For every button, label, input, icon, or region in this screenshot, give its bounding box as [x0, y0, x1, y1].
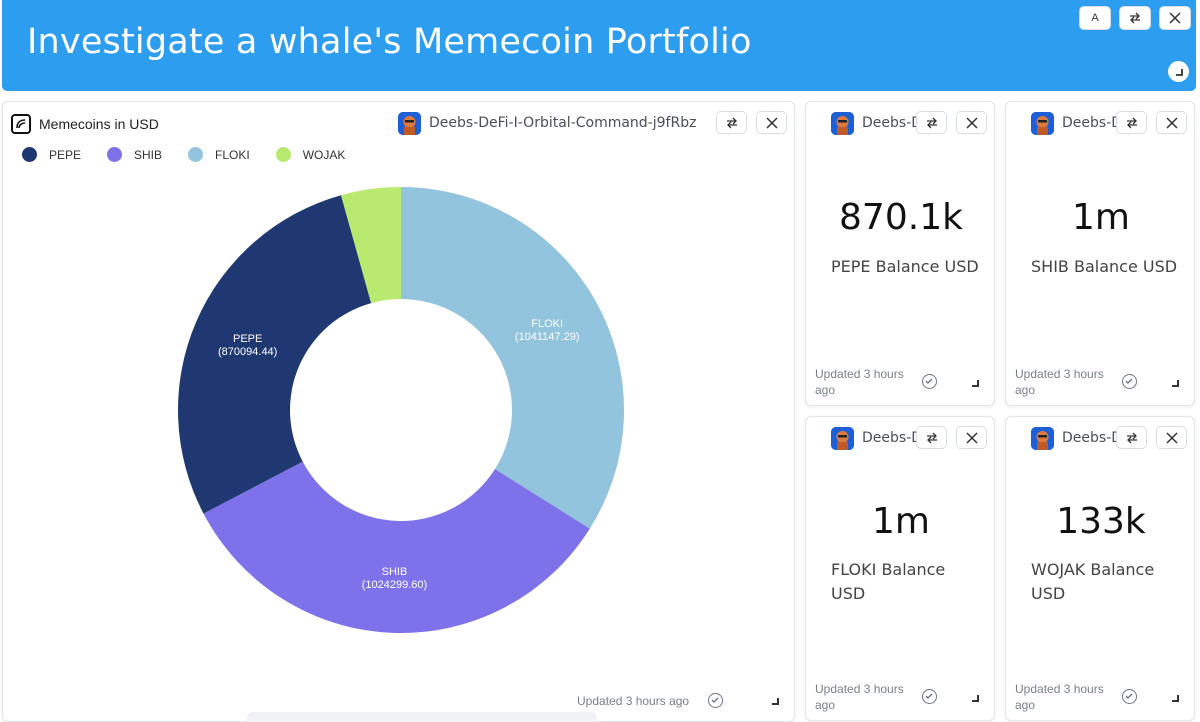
donut-chart: FLOKI(1041147.29) SHIB(1024299.60) PEPE(87… — [178, 187, 624, 634]
resize-icon[interactable] — [972, 380, 979, 387]
close-button[interactable] — [956, 111, 987, 134]
slice-label-shib: SHIB — [382, 566, 408, 578]
horizontal-scrollbar[interactable] — [247, 712, 597, 722]
resize-icon[interactable] — [1172, 695, 1179, 702]
owner-name[interactable]: Deebs-DeFi-I-Orbital-Command-j9fRbz — [429, 115, 697, 131]
owner-avatar[interactable] — [1031, 427, 1054, 450]
owner-avatar[interactable] — [398, 112, 421, 135]
page-title: Investigate a whale's Memecoin Portfolio — [27, 22, 752, 62]
swap-button[interactable] — [1116, 111, 1147, 134]
swap-button[interactable] — [716, 111, 747, 134]
close-icon — [965, 116, 978, 129]
slice-value-shib: (1024299.60) — [362, 579, 427, 591]
resize-icon — [1175, 68, 1183, 76]
updated-text: Updated 3 hours ago — [815, 682, 904, 712]
legend-item-wojak[interactable]: WOJAK — [275, 147, 346, 162]
legend-item-floki[interactable]: FLOKI — [188, 147, 250, 162]
stat-label: FLOKI Balance USD — [831, 560, 946, 603]
stat-card-wojak: Deebs-D 133k WOJAK Balance USD Updated 3… — [1005, 416, 1195, 721]
header-banner: Investigate a whale's Memecoin Portfolio… — [2, 0, 1196, 91]
legend-item-pepe[interactable]: PEPE — [22, 147, 81, 162]
donut-slice-floki[interactable] — [401, 187, 624, 529]
swap-icon — [1130, 12, 1140, 24]
swap-button[interactable] — [916, 111, 947, 134]
owner-avatar[interactable] — [831, 427, 854, 450]
slice-label-floki: FLOKI — [531, 318, 563, 330]
owner-name[interactable]: Deebs-D — [1062, 115, 1123, 131]
legend-swatch — [275, 147, 291, 162]
owner-name[interactable]: Deebs-D — [862, 430, 923, 446]
legend-label: SHIB — [134, 147, 163, 162]
check-circle-icon — [922, 374, 937, 389]
chart-legend: PEPE SHIB FLOKI WOJAK — [22, 147, 371, 162]
chart-title: Memecoins in USD — [39, 116, 159, 132]
font-size-button[interactable]: A — [1079, 6, 1111, 30]
close-button[interactable] — [756, 111, 787, 134]
updated-text: Updated 3 hours ago — [815, 367, 904, 397]
close-button[interactable] — [1159, 6, 1191, 30]
legend-label: PEPE — [49, 147, 82, 162]
close-button[interactable] — [956, 426, 987, 449]
updated-text: Updated 3 hours ago — [1015, 682, 1104, 712]
updated-text: Updated 3 hours ago — [1015, 367, 1104, 397]
owner-name[interactable]: Deebs-D — [1062, 430, 1123, 446]
stat-value: 870.1k — [839, 197, 963, 238]
swap-button[interactable] — [916, 426, 947, 449]
check-circle-icon — [922, 689, 937, 704]
stat-label: WOJAK Balance USD — [1031, 560, 1155, 603]
legend-swatch — [107, 147, 123, 162]
stat-value: 133k — [1056, 501, 1146, 542]
close-button[interactable] — [1156, 111, 1187, 134]
owner-avatar[interactable] — [831, 112, 854, 135]
legend-label: FLOKI — [215, 147, 250, 162]
swap-icon — [926, 117, 937, 128]
resize-icon[interactable] — [972, 695, 979, 702]
resize-icon[interactable] — [1172, 380, 1179, 387]
stat-label: PEPE Balance USD — [831, 257, 979, 276]
swap-icon — [1126, 117, 1137, 128]
legend-label: WOJAK — [302, 147, 346, 162]
resize-handle[interactable] — [1168, 61, 1189, 82]
close-icon — [965, 431, 978, 444]
donut-slice-shib[interactable] — [203, 461, 590, 634]
slice-value-pepe: (870094.44) — [218, 346, 277, 358]
swap-button[interactable] — [1116, 426, 1147, 449]
stat-card-shib: Deebs-D 1m SHIB Balance USD Updated 3 ho… — [1005, 101, 1195, 406]
owner-avatar[interactable] — [1031, 112, 1054, 135]
stat-value: 1m — [872, 501, 930, 542]
slice-label-pepe: PEPE — [233, 333, 262, 345]
swap-icon — [1126, 432, 1137, 443]
close-button[interactable] — [1156, 426, 1187, 449]
check-circle-icon — [708, 693, 723, 708]
donut-slice-pepe[interactable] — [178, 195, 372, 514]
check-circle-icon — [1122, 374, 1137, 389]
close-icon — [1169, 12, 1181, 24]
stat-card-floki: Deebs-D 1m FLOKI Balance USD Updated 3 h… — [805, 416, 995, 721]
owner-name[interactable]: Deebs-D — [862, 115, 923, 131]
slice-value-floki: (1041147.29) — [515, 331, 580, 343]
chart-card: Memecoins in USD Deebs-DeFi-I-Orbital-Co… — [2, 101, 795, 722]
close-icon — [1165, 431, 1178, 444]
stat-label: SHIB Balance USD — [1031, 257, 1178, 276]
legend-swatch — [22, 147, 37, 162]
check-circle-icon — [1122, 689, 1137, 704]
legend-swatch — [188, 147, 204, 162]
app-logo-icon — [11, 114, 31, 134]
donut-slice-wojak[interactable] — [341, 187, 401, 304]
resize-icon[interactable] — [772, 698, 779, 705]
swap-icon — [726, 117, 737, 128]
swap-button[interactable] — [1119, 6, 1151, 30]
updated-text: Updated 3 hours ago — [577, 694, 690, 708]
close-icon — [765, 116, 778, 129]
stat-value: 1m — [1072, 197, 1130, 238]
legend-item-shib[interactable]: SHIB — [107, 147, 162, 162]
swap-icon — [926, 432, 937, 443]
stat-card-pepe: Deebs-D 870.1k PEPE Balance USD Updated … — [805, 101, 995, 406]
close-icon — [1165, 116, 1178, 129]
